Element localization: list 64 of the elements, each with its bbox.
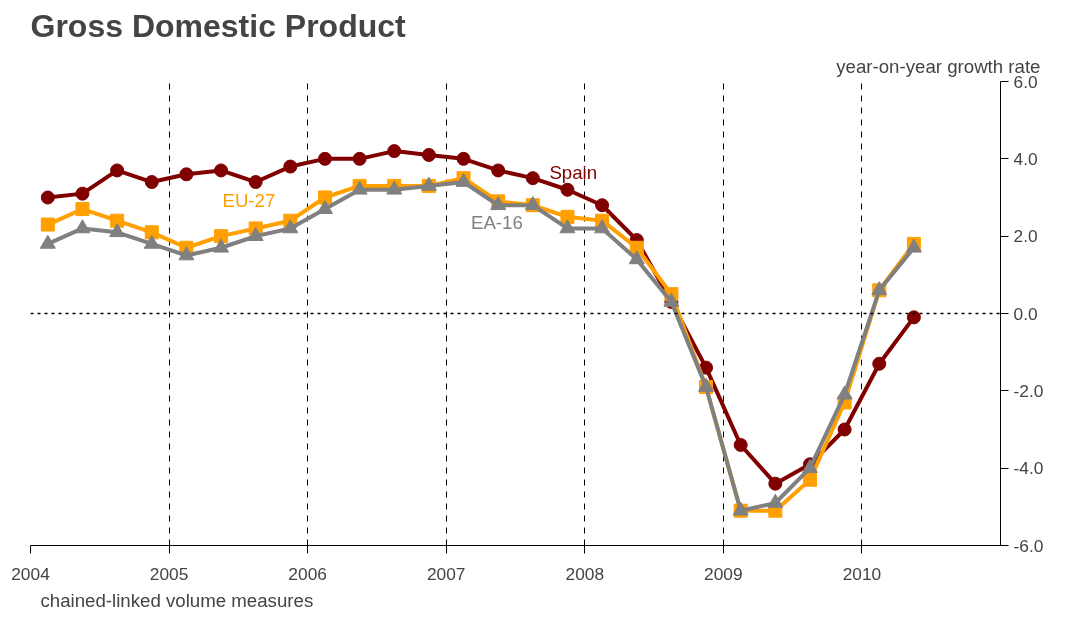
- point: [213, 238, 230, 253]
- chart-title: Gross Domestic Product: [30, 7, 407, 44]
- point: [316, 199, 333, 214]
- point: [906, 310, 921, 325]
- point: [74, 219, 91, 234]
- point: [456, 151, 471, 166]
- point: [110, 213, 125, 228]
- point: [317, 190, 332, 205]
- x-tick-label: 2005: [149, 563, 189, 584]
- series-label: Spain: [549, 162, 598, 184]
- point: [39, 234, 56, 249]
- point: [40, 217, 55, 232]
- point: [525, 171, 540, 186]
- point: [768, 476, 783, 491]
- y-tick-label: 0.0: [1013, 303, 1038, 324]
- point: [802, 472, 817, 487]
- text: chained-linked volume measures: [40, 589, 314, 611]
- y-tick-label: -4.0: [1013, 458, 1044, 479]
- point: [559, 219, 576, 234]
- x-tick-label: 2009: [704, 563, 743, 584]
- x-tick-label: 2008: [565, 563, 605, 584]
- point: [144, 225, 159, 240]
- point: [387, 144, 402, 159]
- point: [110, 163, 125, 178]
- point: [248, 175, 263, 190]
- point: [837, 422, 852, 437]
- point: [75, 202, 90, 217]
- point: [836, 385, 853, 400]
- point: [628, 250, 645, 265]
- y-tick-label: 2.0: [1013, 226, 1038, 247]
- point: [283, 159, 298, 174]
- point: [560, 209, 575, 224]
- y-tick-label: 4.0: [1013, 148, 1038, 169]
- y-axis-title: year-on-year growth rate: [836, 55, 1041, 77]
- point: [214, 229, 229, 244]
- point: [317, 151, 332, 166]
- x-tick-label: 2006: [288, 563, 327, 584]
- point: [144, 175, 159, 190]
- point: [178, 246, 195, 261]
- point: [40, 190, 55, 205]
- x-tick-label: 2007: [426, 563, 466, 584]
- point: [872, 356, 887, 371]
- x-tick-label: 2010: [842, 563, 882, 584]
- point: [699, 360, 714, 375]
- point: [247, 227, 264, 241]
- point: [767, 493, 784, 508]
- point: [109, 223, 126, 238]
- point: [179, 167, 194, 182]
- point: [421, 147, 436, 162]
- point: [282, 219, 299, 234]
- point: [214, 163, 229, 178]
- series-label: EU-27: [222, 189, 276, 211]
- y-tick-label: -6.0: [1013, 535, 1044, 556]
- point: [560, 182, 575, 197]
- point: [75, 186, 90, 201]
- point: [594, 219, 611, 234]
- point: [595, 198, 610, 213]
- point: [491, 163, 506, 178]
- series-label: EA-16: [470, 212, 523, 234]
- y-tick-label: -2.0: [1013, 380, 1044, 401]
- point: [143, 234, 160, 249]
- x-tick-label: 2004: [11, 563, 51, 584]
- point: [352, 151, 367, 166]
- point: [733, 437, 748, 452]
